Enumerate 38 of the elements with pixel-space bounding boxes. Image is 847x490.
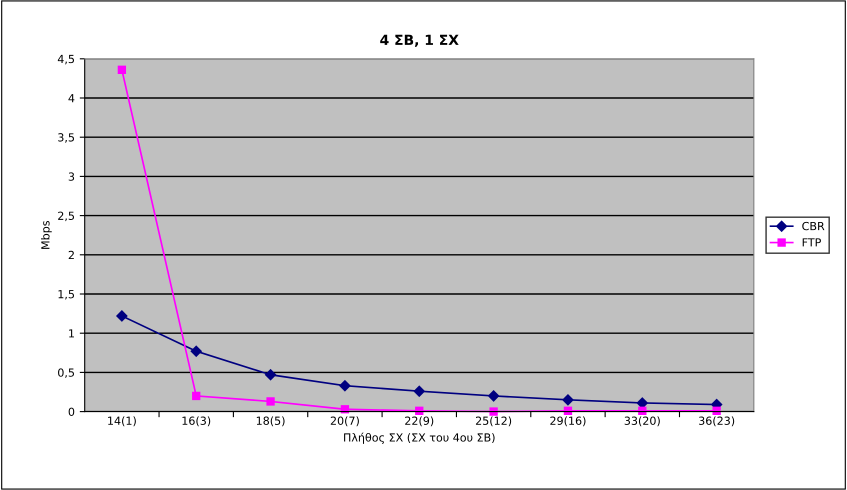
point (116, 310, 128, 322)
y-tick-label: 2 (68, 250, 74, 260)
y-tick-label: 3 (68, 172, 74, 181)
y-tick-label: 4,5 (58, 54, 74, 64)
y-tick-label: 1,5 (58, 290, 74, 300)
point (638, 406, 646, 415)
x-tick-label: 16(3) (182, 416, 210, 426)
point (489, 407, 498, 416)
y-tick-label: 0 (68, 408, 74, 416)
point (190, 346, 202, 357)
point (266, 397, 275, 406)
legend-label: FTP (802, 238, 821, 246)
point (712, 406, 721, 415)
point (414, 386, 425, 397)
x-tick-label: 22(9) (405, 416, 434, 426)
x-tick-label: 25(12) (476, 416, 512, 426)
point (339, 380, 351, 392)
x-tick-label: 18(5) (256, 416, 285, 426)
point (264, 369, 276, 380)
y-tick-label: 0,5 (58, 368, 74, 378)
chart-title: 4 ΣΒ, 1 ΣΧ (380, 34, 459, 47)
x-tick-label: 29(16) (550, 416, 586, 426)
y-axis-title: Mbps (41, 221, 52, 249)
x-tick-label: 33(20) (624, 416, 660, 426)
x-tick-label: 36(23) (699, 416, 734, 426)
y-tick-label: 1 (69, 329, 74, 338)
legend-label: CBR (802, 222, 824, 230)
point (488, 390, 500, 402)
point (118, 66, 126, 74)
x-tick-label: 14(1) (108, 416, 136, 426)
y-tick-label: 2,5 (58, 212, 74, 222)
point (415, 406, 424, 415)
x-tick-label: 20(7) (330, 416, 359, 426)
point (192, 392, 200, 400)
y-tick-label: 4 (68, 94, 74, 102)
point (562, 394, 574, 406)
x-axis-title: Πλήθος ΣΧ (ΣΧ του 4ου ΣΒ) (344, 432, 495, 444)
y-tick-label: 3,5 (58, 133, 74, 143)
